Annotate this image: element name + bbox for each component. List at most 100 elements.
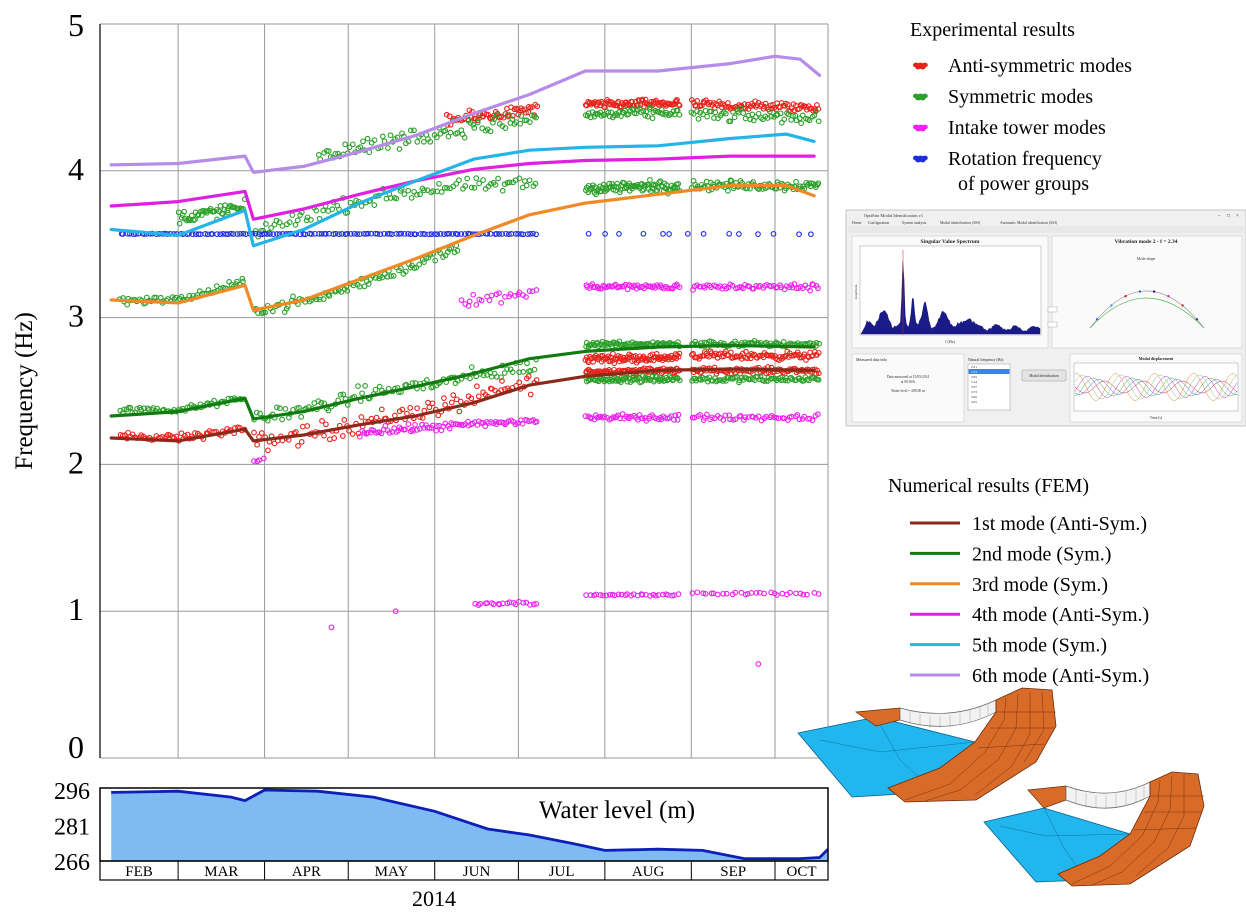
close-icon: × [1236, 214, 1239, 219]
data-point [214, 231, 220, 237]
data-point [253, 409, 260, 416]
data-point [749, 111, 756, 118]
data-point [441, 395, 447, 401]
data-point [360, 138, 366, 145]
data-point [364, 429, 371, 436]
data-point [504, 366, 510, 372]
legend-item: 5th mode (Sym.) [910, 635, 1107, 657]
svs-title: Singular Value Spectrum [921, 239, 980, 245]
hillside-mesh [904, 691, 1056, 802]
data-point [428, 231, 435, 237]
data-point [399, 406, 406, 413]
data-point [498, 374, 504, 381]
natural-frequency-item[interactable]: 4.25 [971, 400, 977, 404]
data-point [298, 414, 305, 420]
data-point [666, 231, 672, 237]
data-point [224, 209, 231, 216]
data-point [462, 183, 469, 189]
data-point [427, 138, 434, 145]
month-label: FEB [125, 864, 153, 880]
data-point [414, 139, 421, 145]
data-point [359, 390, 365, 397]
series-line [109, 54, 822, 174]
app-menu-item[interactable]: Modal identification (SSI) [940, 221, 981, 225]
data-point [774, 592, 780, 598]
data-point [740, 110, 747, 116]
data-point [789, 376, 796, 383]
data-point [601, 413, 608, 420]
data-point [621, 283, 627, 289]
data-point [202, 231, 209, 237]
data-point [494, 112, 500, 118]
data-point [258, 430, 265, 436]
data-point [633, 285, 640, 292]
undeformed-arch [1089, 290, 1205, 329]
month-labels: FEB MAR APR MAY JUN JUL AUG SEP OCT [125, 864, 816, 880]
natural-frequency-item[interactable]: 2.34 [971, 370, 977, 374]
data-point [533, 231, 539, 238]
data-point [717, 350, 724, 357]
data-point [499, 231, 505, 237]
data-point [480, 372, 487, 379]
data-point [178, 215, 185, 221]
legend-item: 4th mode (Anti-Sym.) [910, 604, 1149, 626]
data-point [615, 591, 622, 598]
data-point [473, 175, 480, 181]
displacement-wave [1074, 377, 1238, 397]
data-point [639, 591, 646, 598]
mode-control-2[interactable] [1047, 321, 1058, 328]
data-point [365, 230, 371, 237]
app-menu-item[interactable]: Automatic Modal identification (SSI) [1000, 221, 1058, 225]
data-point [797, 590, 804, 597]
natural-frequency-item[interactable]: 3.57 [971, 385, 977, 389]
water-y-tick-label: 266 [54, 850, 90, 876]
app-menu-item[interactable]: Configuration [868, 221, 889, 225]
data-point [364, 135, 371, 142]
month-dividers [177, 861, 776, 880]
data-point [454, 247, 461, 254]
svs-xlabel: f (Hz) [945, 339, 955, 344]
data-point [815, 376, 822, 383]
data-point [189, 231, 196, 238]
data-point [584, 112, 591, 119]
mode-point [1124, 295, 1127, 298]
data-point [582, 413, 589, 419]
natural-frequency-item[interactable]: 2.65 [971, 375, 977, 379]
natural-frequency-item[interactable]: 3.95 [971, 395, 977, 399]
data-point [527, 119, 533, 125]
modal-identification-button[interactable] [1021, 369, 1067, 382]
data-point [316, 230, 322, 237]
data-point [736, 284, 743, 290]
data-point [501, 370, 508, 376]
displacement-wave [1074, 374, 1238, 400]
data-point [597, 592, 604, 598]
data-point [471, 125, 478, 131]
data-point [347, 231, 354, 237]
natural-frequency-item[interactable]: 3.14 [971, 380, 977, 384]
data-point [591, 113, 598, 120]
data-point [521, 106, 528, 113]
app-menu-item[interactable]: System analysis [902, 221, 927, 225]
water-level-area [111, 790, 828, 861]
natural-frequency-item[interactable]: 3.73 [971, 390, 977, 394]
app-menu-item[interactable]: Home [852, 221, 862, 225]
data-point [282, 406, 289, 412]
data-point [725, 100, 731, 106]
data-point [368, 415, 375, 422]
data-point [331, 435, 338, 441]
experimental-legend: Experimental results Anti-symmetric mode… [910, 19, 1132, 195]
measured-panel-title: Measured data info [856, 357, 887, 362]
mode-control-1[interactable] [1047, 306, 1058, 313]
data-point [798, 120, 805, 127]
data-point [738, 356, 745, 362]
data-point [461, 231, 468, 237]
data-point [396, 146, 403, 152]
displacement-title: Modal displacement [1139, 356, 1174, 361]
water-level-plot: FEB MAR APR MAY JUN JUL AUG SEP OCT 296 281 266 Wa… [54, 779, 829, 911]
natural-frequency-item[interactable]: 2.21 [971, 365, 977, 369]
measured-data-panel [851, 353, 965, 423]
natural-frequency-selected [968, 369, 1010, 374]
data-point [444, 249, 451, 255]
mode-shape-panel [1051, 235, 1243, 349]
month-label: MAR [204, 864, 238, 880]
